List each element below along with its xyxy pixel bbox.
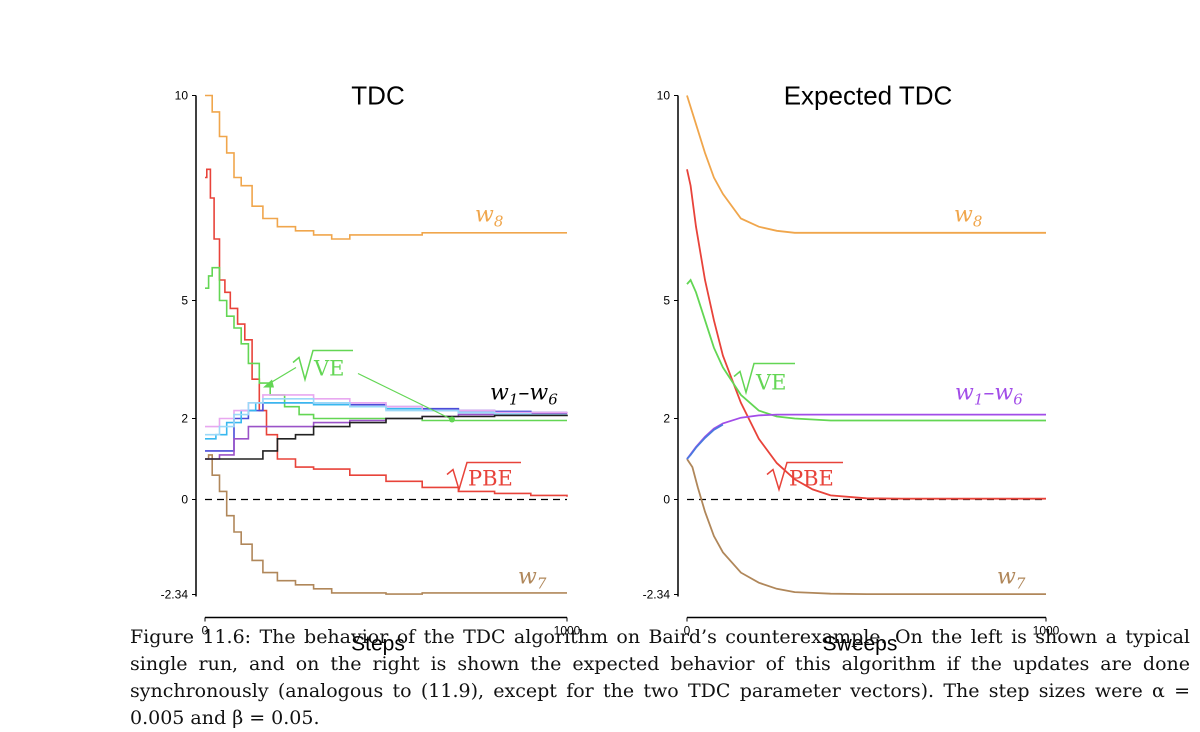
y-axis: 10 5 2 0 -2.34	[161, 89, 197, 602]
series-line-w7	[205, 454, 567, 595]
y-tick-label: 5	[663, 294, 670, 308]
x-axis: 0 1000 Steps	[202, 616, 581, 656]
right-chart: Expected TDC 10 5 2 0 -2.34 0 1000 Sweep…	[643, 81, 1060, 656]
x-tick-label: 0	[202, 624, 209, 638]
series-line-w5	[205, 398, 567, 436]
svg-text:PBE: PBE	[789, 467, 834, 491]
x-tick-label: 1000	[554, 624, 581, 638]
chart-title: Expected TDC	[784, 81, 953, 111]
w1-w6-label: w1–w6	[955, 381, 1023, 409]
y-tick-label: 10	[657, 89, 671, 103]
series-line-ve	[686, 278, 1046, 422]
series-line-w7	[686, 458, 1046, 595]
series-line-pbe	[205, 168, 568, 497]
x-tick-label: 1000	[1033, 624, 1060, 638]
y-tick-label: 0	[181, 493, 188, 507]
svg-text:PBE: PBE	[468, 467, 513, 491]
series-line-w8	[205, 94, 567, 240]
chart-title: TDC	[351, 81, 404, 111]
pbe-label: PBE	[446, 461, 521, 493]
ve-label: VE	[292, 349, 353, 383]
ve-arrowhead	[263, 379, 274, 388]
series-line-pbe	[686, 169, 1046, 500]
series-line-w6	[205, 414, 568, 460]
svg-text:VE: VE	[755, 371, 787, 395]
w1-w6-label: w1–w6	[490, 381, 558, 409]
w8-label: w8	[475, 203, 503, 231]
series-line-w8	[686, 95, 1046, 234]
x-axis: 0 1000 Sweeps	[684, 616, 1060, 656]
series-line-w3	[205, 394, 568, 428]
y-tick-label: -2.34	[643, 588, 671, 602]
w7-label: w7	[997, 565, 1026, 593]
ve-pointer	[357, 372, 451, 420]
w7-label: w7	[518, 565, 547, 593]
figure-caption: Figure 11.6: The behavior of the TDC alg…	[130, 626, 1190, 729]
pbe-label: PBE	[766, 461, 843, 493]
y-tick-label: -2.34	[161, 588, 189, 602]
svg-text:VE: VE	[313, 357, 345, 381]
y-tick-label: 2	[181, 412, 188, 426]
left-chart: TDC 10 5 2 0 -2.34 0 1000 Steps w8 w7 w1…	[161, 81, 581, 656]
series-line-w1w6b	[686, 423, 724, 460]
ve-pointer-dot	[449, 416, 455, 423]
y-tick-label: 0	[663, 493, 670, 507]
y-tick-label: 5	[181, 294, 188, 308]
w8-label: w8	[954, 203, 982, 231]
x-tick-label: 0	[684, 624, 691, 638]
y-tick-label: 2	[663, 412, 670, 426]
y-tick-label: 10	[175, 89, 189, 103]
y-axis: 10 5 2 0 -2.34	[643, 89, 679, 602]
ve-label: VE	[733, 362, 795, 396]
x-axis-label: Steps	[351, 633, 405, 656]
x-axis-label: Sweeps	[823, 633, 898, 656]
